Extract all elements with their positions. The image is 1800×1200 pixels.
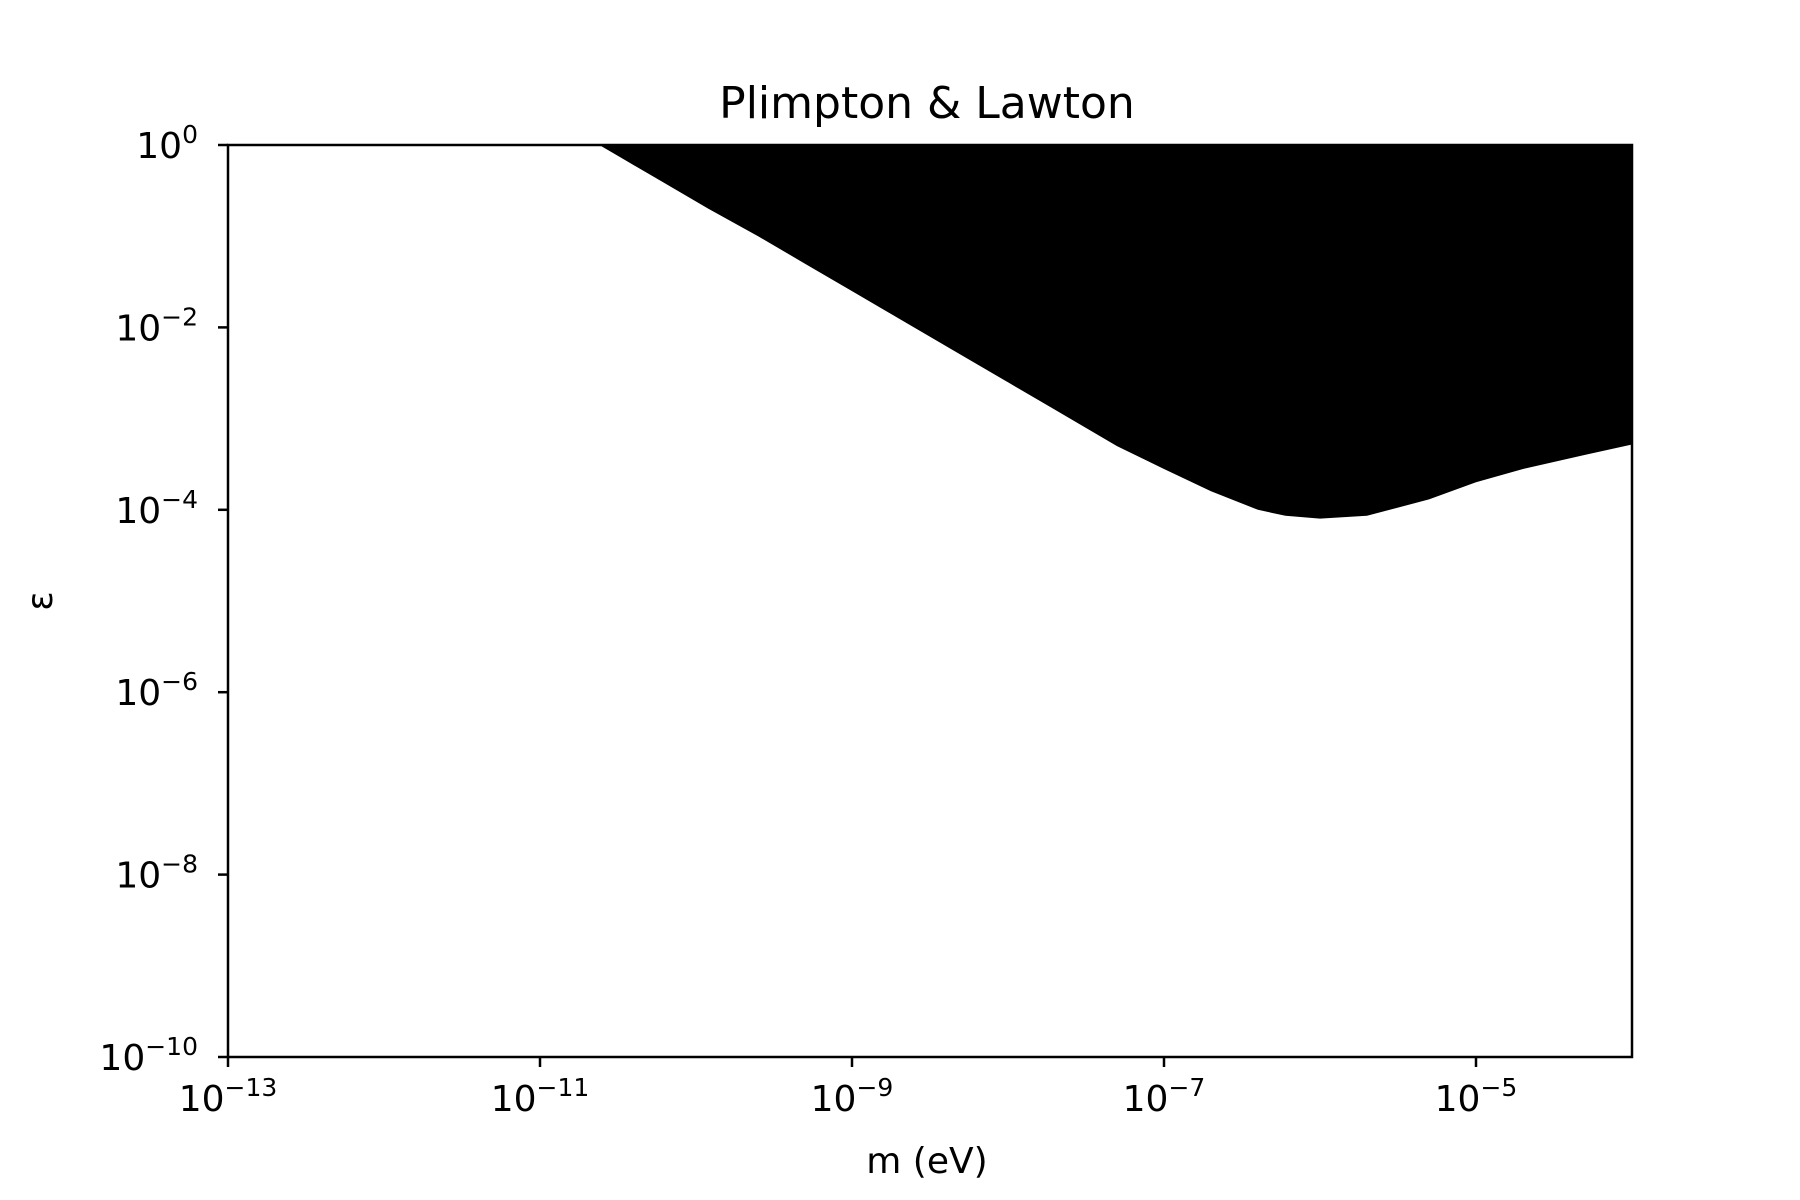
x-axis-label: m (eV) bbox=[866, 1141, 987, 1182]
y-tick-label: 100 bbox=[136, 120, 198, 167]
x-tick-label: 10−11 bbox=[491, 1073, 590, 1120]
x-tick-label: 10−7 bbox=[1123, 1073, 1206, 1120]
y-tick-label: 10−8 bbox=[115, 850, 198, 897]
y-tick-label: 10−2 bbox=[115, 302, 198, 349]
x-tick-label: 10−5 bbox=[1435, 1073, 1518, 1120]
x-tick-label: 10−13 bbox=[179, 1073, 278, 1120]
y-axis-ticks: 100 10−2 10−4 10−6 10−8 10−10 bbox=[99, 120, 228, 1079]
excluded-region bbox=[599, 145, 1632, 519]
y-axis-label: ε bbox=[20, 591, 61, 610]
y-tick-label: 10−10 bbox=[99, 1032, 198, 1079]
y-tick-label: 10−4 bbox=[115, 485, 198, 532]
plot-frame bbox=[226, 143, 1634, 1059]
y-tick-label: 10−6 bbox=[115, 667, 198, 714]
chart-title: Plimpton & Lawton bbox=[719, 78, 1135, 129]
x-axis-ticks: 10−13 10−11 10−9 10−7 10−5 bbox=[179, 1057, 1518, 1120]
x-tick-label: 10−9 bbox=[811, 1073, 894, 1120]
